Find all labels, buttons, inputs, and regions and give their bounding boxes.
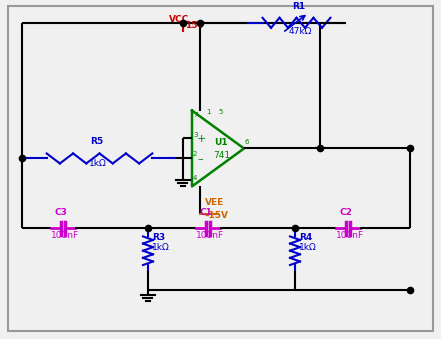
Text: 1: 1	[206, 108, 210, 115]
Text: 100nF: 100nF	[51, 231, 79, 240]
Text: R3: R3	[152, 233, 165, 242]
Text: 15V: 15V	[185, 21, 205, 30]
Text: 741: 741	[213, 152, 230, 160]
Text: 1kΩ: 1kΩ	[152, 243, 170, 252]
Text: VEE: VEE	[205, 198, 224, 207]
Text: 5: 5	[218, 108, 222, 115]
Text: C3: C3	[55, 208, 68, 217]
Text: 2: 2	[193, 152, 198, 157]
Text: +: +	[197, 135, 206, 144]
Text: C2: C2	[340, 208, 353, 217]
Text: 4: 4	[193, 175, 198, 181]
Text: 6: 6	[245, 139, 250, 145]
Text: –15V: –15V	[205, 211, 229, 220]
Text: 100nF: 100nF	[196, 231, 224, 240]
Text: 100nF: 100nF	[336, 231, 364, 240]
Text: R4: R4	[299, 233, 312, 242]
Text: C1: C1	[200, 208, 213, 217]
Text: VCC: VCC	[169, 15, 189, 24]
Text: U1: U1	[214, 138, 228, 147]
Text: 1kΩ: 1kΩ	[299, 243, 317, 252]
Text: R1: R1	[292, 2, 306, 11]
Text: –: –	[197, 155, 202, 164]
Text: 47kΩ: 47kΩ	[288, 27, 312, 36]
Text: 7: 7	[193, 112, 198, 118]
Text: 3: 3	[193, 132, 198, 138]
Text: 1kΩ: 1kΩ	[89, 159, 106, 168]
Text: R5: R5	[90, 138, 104, 146]
